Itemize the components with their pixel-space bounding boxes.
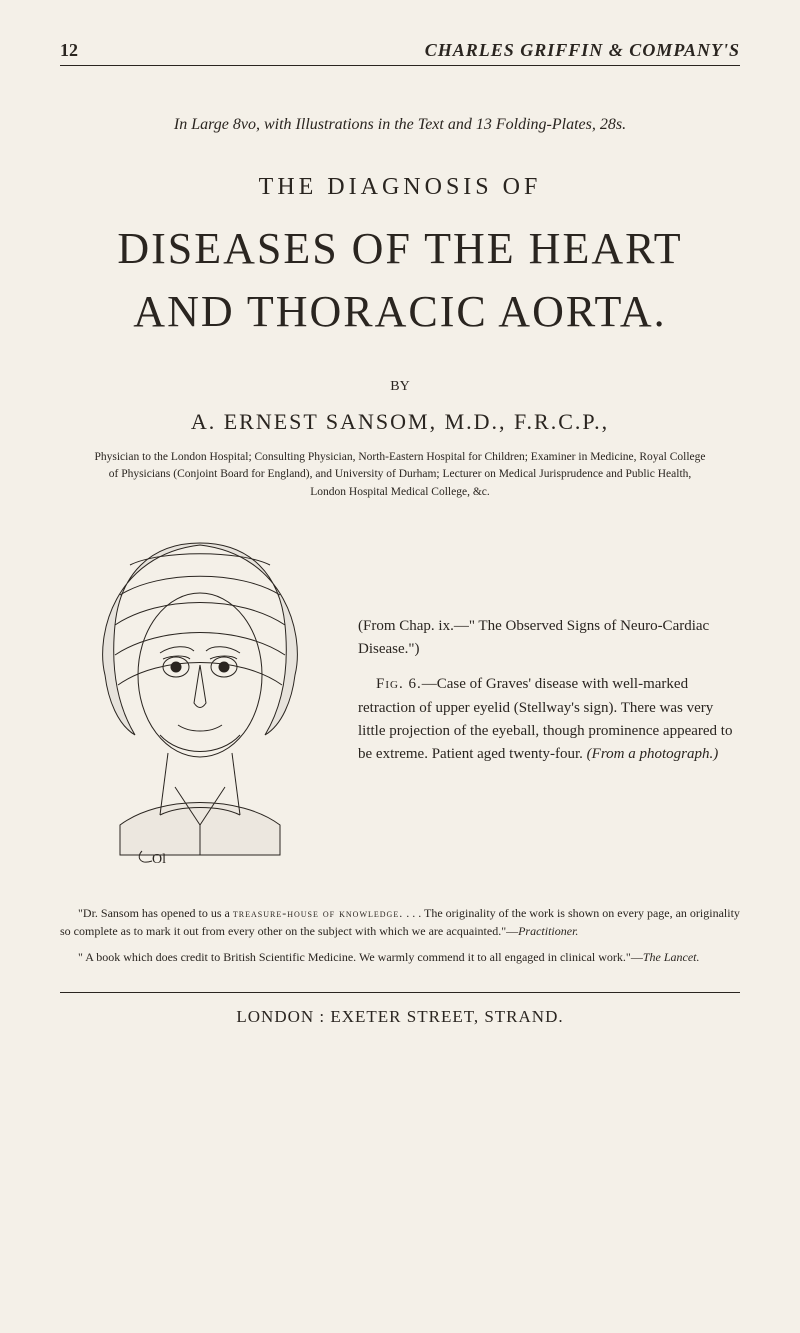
caption-prefix: (From Chap. ix.—" The Observed Signs of [358,618,620,634]
page-number: 12 [60,40,78,61]
publisher-footer: LONDON : EXETER STREET, STRAND. [60,1007,740,1027]
by-label: BY [60,379,740,395]
review-2: " A book which does credit to British Sc… [60,948,740,966]
figure-illustration: Ol [60,525,340,870]
title-intro: THE DIAGNOSIS OF [60,174,740,201]
running-head: CHARLES GRIFFIN & COMPANY'S [425,40,740,61]
footer-rule [60,992,740,993]
figure-caption-block: (From Chap. ix.—" The Observed Signs of … [358,525,740,767]
engraving-icon: Ol [60,525,340,865]
reviews-block: "Dr. Sansom has opened to us a treasure-… [60,904,740,966]
review-2-source: The Lancet. [643,950,700,964]
format-subtitle: In Large 8vo, with Illustrations in the … [60,116,740,134]
figure-chapter-caption: (From Chap. ix.—" The Observed Signs of … [358,615,740,662]
review-1-source: Practitioner. [518,924,578,938]
figure-label: Fig. 6. [376,676,422,692]
review-1-pre: "Dr. Sansom has opened to us a [78,906,233,920]
figure-source: (From a photograph.) [587,746,719,762]
figure-row: Ol (From Chap. ix.—" The Observed Signs … [60,525,740,870]
main-title-line-1: DISEASES OF THE HEART [60,221,740,276]
review-1-smallcaps: treasure-house of knowledge. [233,906,403,920]
page-header: 12 CHARLES GRIFFIN & COMPANY'S [60,40,740,66]
review-2-pre: " A book which does credit to British Sc… [78,950,643,964]
review-1: "Dr. Sansom has opened to us a treasure-… [60,904,740,940]
author-name: A. ERNEST SANSOM, M.D., F.R.C.P., [60,409,740,435]
main-title-line-2: AND THORACIC AORTA. [60,284,740,339]
svg-text:Ol: Ol [152,852,166,865]
author-credentials: Physician to the London Hospital; Consul… [90,449,710,501]
figure-description: Fig. 6.—Case of Graves' disease with wel… [358,673,740,766]
